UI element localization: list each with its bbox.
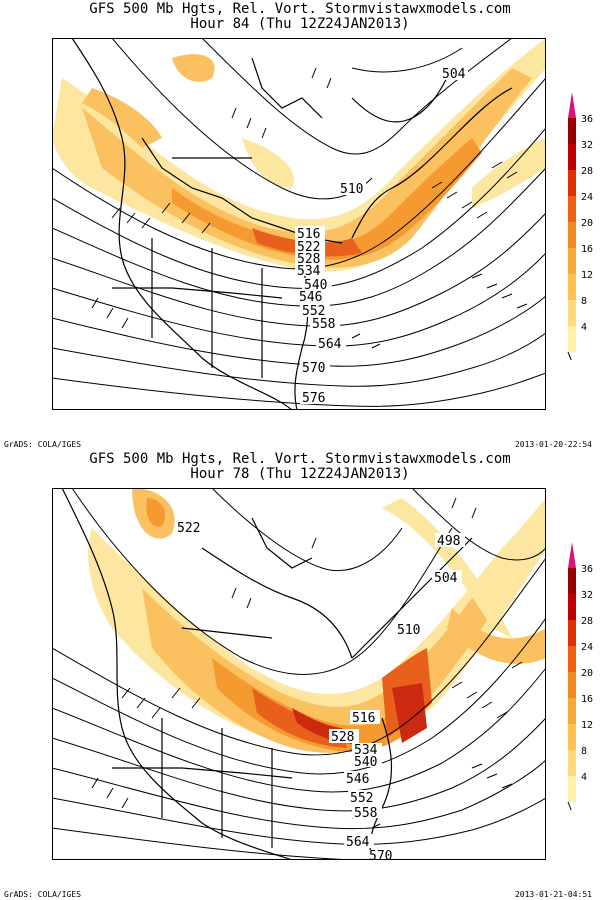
colorbar-arrow bbox=[568, 542, 576, 568]
contour-label: 576 bbox=[302, 391, 325, 406]
colorbar-label: 4 bbox=[581, 322, 587, 333]
colorbar-label: 28 bbox=[581, 616, 593, 627]
panel-1-map: 504 510 516 522 528 534 540 546 552 558 … bbox=[52, 38, 546, 410]
colorbar-segment bbox=[568, 776, 576, 802]
coastlines bbox=[71, 38, 513, 410]
contour-label: 510 bbox=[397, 623, 420, 638]
panel-2-map: 522 498 504 510 516 528 534 540 546 552 … bbox=[52, 488, 546, 860]
colorbar-segment bbox=[568, 118, 576, 144]
colorbar-segment bbox=[568, 144, 576, 170]
colorbar-label: 36 bbox=[581, 564, 593, 575]
colorbar-segment bbox=[568, 672, 576, 698]
vorticity-shading bbox=[88, 488, 546, 753]
panel-1-timestamp: 2013-01-20-22:54 bbox=[514, 440, 592, 449]
colorbar-segment bbox=[568, 698, 576, 724]
contour-label: 528 bbox=[297, 252, 320, 267]
contour-labels: 522 498 504 510 516 528 534 540 546 552 … bbox=[175, 520, 465, 860]
panel-1-credit: GrADS: COLA/IGES bbox=[4, 440, 82, 449]
wind-barbs bbox=[91, 67, 528, 349]
colorbar-1: 36 32 28 24 20 16 12 8 4 bbox=[560, 90, 600, 363]
contour-label: 528 bbox=[331, 730, 354, 745]
colorbar-label: 20 bbox=[581, 668, 593, 679]
contour-label: 522 bbox=[297, 240, 320, 255]
colorbar-segment bbox=[568, 300, 576, 326]
contour-label: 540 bbox=[354, 755, 377, 770]
contour-label: 516 bbox=[297, 227, 320, 242]
colorbar-1-svg: 36 32 28 24 20 16 12 8 4 bbox=[567, 92, 593, 363]
contour-label: 564 bbox=[346, 835, 370, 850]
contour-label: 552 bbox=[302, 304, 325, 319]
colorbar-segment bbox=[568, 750, 576, 776]
colorbar-label: 24 bbox=[581, 192, 593, 203]
colorbar-label: 4 bbox=[581, 772, 587, 783]
colorbar-2: 36 32 28 24 20 16 12 8 4 bbox=[560, 540, 600, 813]
colorbar-segment bbox=[568, 274, 576, 300]
colorbar-label: 36 bbox=[581, 114, 593, 125]
panel-1-subtitle: Hour 84 (Thu 12Z24JAN2013) bbox=[190, 16, 410, 32]
colorbar-tail bbox=[567, 801, 573, 813]
colorbar-segment bbox=[568, 248, 576, 274]
contour-label: 516 bbox=[352, 711, 375, 726]
contour-label: 540 bbox=[304, 278, 327, 293]
colorbar-label: 16 bbox=[581, 244, 593, 255]
map-panel-1: GFS 500 Mb Hgts, Rel. Vort. Stormvistawx… bbox=[4, 1, 600, 450]
colorbar-label: 12 bbox=[581, 720, 593, 731]
colorbar-label: 20 bbox=[581, 218, 593, 229]
colorbar-segment bbox=[568, 646, 576, 672]
colorbar-label: 24 bbox=[581, 642, 593, 653]
contour-label: 522 bbox=[177, 521, 200, 536]
contour-label: 546 bbox=[346, 772, 369, 787]
colorbar-label: 32 bbox=[581, 590, 593, 601]
colorbar-segment bbox=[568, 170, 576, 196]
colorbar-segment bbox=[568, 326, 576, 352]
colorbar-segment bbox=[568, 594, 576, 620]
colorbar-segment bbox=[568, 620, 576, 646]
colorbar-label: 16 bbox=[581, 694, 593, 705]
contour-label: 558 bbox=[312, 317, 335, 332]
coastlines bbox=[61, 488, 473, 860]
contour-label: 570 bbox=[302, 361, 325, 376]
panel-1-title: GFS 500 Mb Hgts, Rel. Vort. Stormvistawx… bbox=[89, 1, 511, 17]
colorbar-label: 12 bbox=[581, 270, 593, 281]
wind-barbs bbox=[91, 497, 523, 829]
colorbar-label: 8 bbox=[581, 746, 587, 757]
contour-label: 546 bbox=[299, 290, 322, 305]
colorbar-segment bbox=[568, 196, 576, 222]
contour-label: 534 bbox=[297, 264, 321, 279]
contour-label: 534 bbox=[354, 743, 378, 758]
colorbar-segment bbox=[568, 568, 576, 594]
contour-label: 510 bbox=[340, 182, 363, 197]
panel-2-subtitle: Hour 78 (Thu 12Z24JAN2013) bbox=[190, 466, 410, 482]
colorbar-2-svg: 36 32 28 24 20 16 12 8 4 bbox=[567, 542, 593, 813]
contour-label: 558 bbox=[354, 806, 377, 821]
map-panel-2: GFS 500 Mb Hgts, Rel. Vort. Stormvistawx… bbox=[0, 450, 600, 900]
contour-label: 504 bbox=[442, 67, 466, 82]
colorbar-arrow bbox=[568, 92, 576, 118]
colorbar-label: 28 bbox=[581, 166, 593, 177]
contour-label: 570 bbox=[369, 849, 392, 860]
panel-2-title: GFS 500 Mb Hgts, Rel. Vort. Stormvistawx… bbox=[89, 451, 511, 467]
contour-label: 552 bbox=[350, 791, 373, 806]
contour-labels: 504 510 516 522 528 534 540 546 552 558 … bbox=[295, 66, 468, 406]
contour-label: 564 bbox=[318, 337, 342, 352]
contour-label: 504 bbox=[434, 571, 458, 586]
colorbar-label: 32 bbox=[581, 140, 593, 151]
colorbar-segment bbox=[568, 724, 576, 750]
colorbar-label: 8 bbox=[581, 296, 587, 307]
panel-2-timestamp: 2013-01-21-04:51 bbox=[514, 890, 592, 899]
colorbar-tail bbox=[567, 351, 573, 363]
colorbar-segment bbox=[568, 222, 576, 248]
contour-label: 498 bbox=[437, 534, 460, 549]
panel-2-credit: GrADS: COLA/IGES bbox=[4, 890, 82, 899]
